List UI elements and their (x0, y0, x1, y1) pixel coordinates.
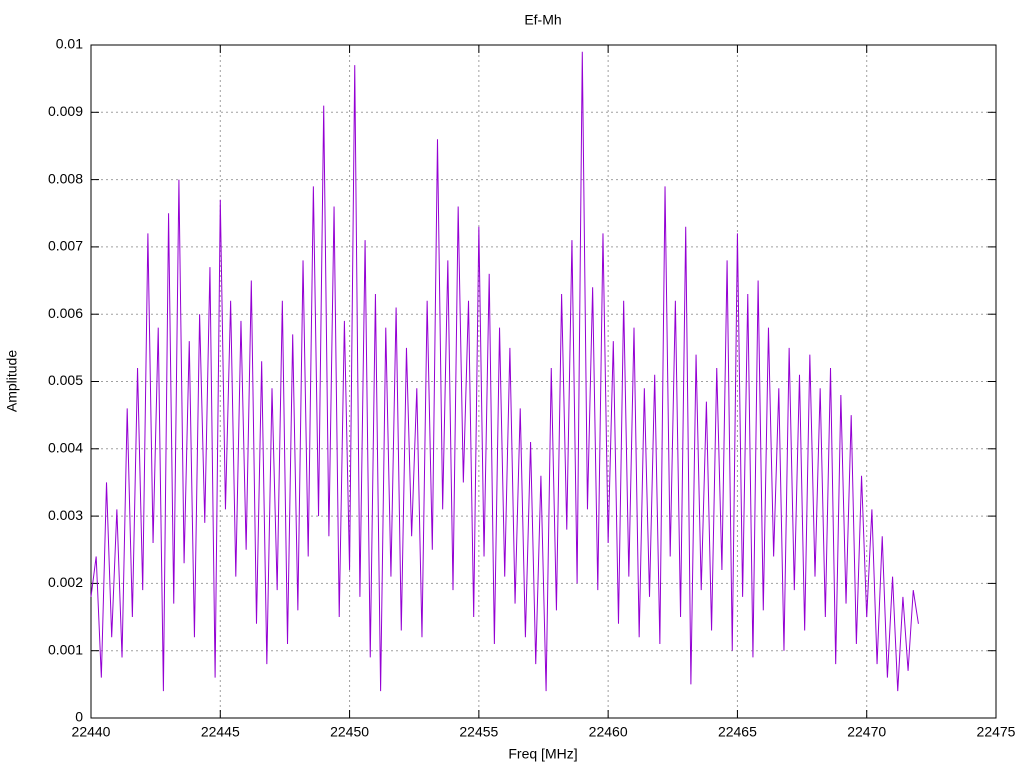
y-tick-label: 0.006 (48, 305, 83, 321)
y-axis-label: Amplitude (4, 350, 20, 412)
x-tick-label: 22460 (589, 724, 628, 740)
y-tick-label: 0.001 (48, 641, 83, 657)
y-tick-label: 0.005 (48, 372, 83, 388)
plot-border (90, 44, 997, 719)
x-tick-label: 22445 (201, 724, 240, 740)
y-tick-label: 0.002 (48, 574, 83, 590)
x-tick-label: 22455 (459, 724, 498, 740)
x-tick-label: 22450 (330, 724, 369, 740)
y-tick-label: 0.007 (48, 238, 83, 254)
y-tick-label: 0.003 (48, 507, 83, 523)
chart-title: Ef-Mh (524, 12, 561, 28)
x-tick-label: 22465 (718, 724, 757, 740)
y-tick-label: 0.004 (48, 440, 83, 456)
data-line (90, 51, 919, 692)
y-tick-label: 0.01 (56, 36, 83, 52)
x-tick-label: 22440 (72, 724, 111, 740)
y-tick-label: 0 (75, 709, 83, 725)
x-tick-label: 22470 (847, 724, 886, 740)
x-tick-label: 22475 (977, 724, 1016, 740)
x-axis-label: Freq [MHz] (508, 746, 577, 762)
y-tick-label: 0.009 (48, 103, 83, 119)
y-tick-label: 0.008 (48, 170, 83, 186)
